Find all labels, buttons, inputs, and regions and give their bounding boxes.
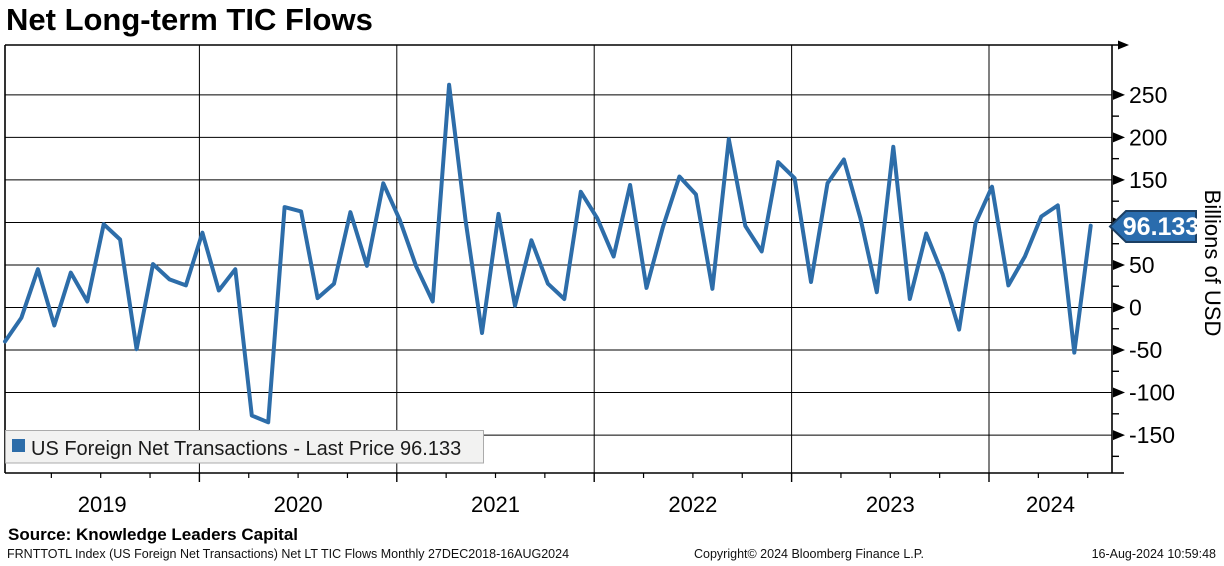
y-tick-arrow-icon bbox=[1113, 174, 1125, 185]
legend-swatch-icon bbox=[12, 439, 25, 452]
footer: FRNTTOTL Index (US Foreign Net Transacti… bbox=[0, 547, 1224, 565]
y-tick-arrow-icon bbox=[1113, 132, 1125, 143]
y-tick-arrow-icon bbox=[1113, 89, 1125, 100]
x-year-label: 2023 bbox=[866, 492, 915, 517]
grid-layer bbox=[5, 45, 1112, 473]
y-tick-arrow-icon bbox=[1113, 302, 1125, 313]
data-line bbox=[3, 82, 1093, 425]
x-year-label: 2022 bbox=[668, 492, 717, 517]
x-year-label: 2019 bbox=[78, 492, 127, 517]
last-price-badge-shape bbox=[1108, 210, 1197, 243]
legend-box bbox=[5, 430, 484, 464]
footer-timestamp: 16-Aug-2024 10:59:48 bbox=[1091, 547, 1216, 561]
x-year-label: 2020 bbox=[274, 492, 323, 517]
y-tick-label: -50 bbox=[1129, 337, 1162, 363]
last-price-value: 96.133 bbox=[1123, 213, 1199, 241]
top-spine-arrow-icon bbox=[1118, 40, 1129, 50]
y-tick-arrow-icon bbox=[1113, 387, 1125, 398]
legend-label: US Foreign Net Transactions - Last Price… bbox=[31, 438, 461, 460]
y-tick-label: 0 bbox=[1129, 295, 1142, 321]
source-line: Source: Knowledge Leaders Capital bbox=[8, 525, 299, 544]
y-tick-arrow-icon bbox=[1113, 430, 1125, 441]
footer-ticker-info: FRNTTOTL Index (US Foreign Net Transacti… bbox=[7, 547, 570, 561]
axis-layer: 250 200 150 50 0 -50 -100 -150 2019 2020 2021 2022 2… bbox=[4, 40, 1175, 517]
y-axis-title: Billions of USD bbox=[1200, 190, 1224, 337]
last-price-badge: 96.133 bbox=[1108, 210, 1199, 243]
x-year-label: 2024 bbox=[1026, 492, 1075, 517]
legend: US Foreign Net Transactions - Last Price… bbox=[5, 430, 484, 464]
y-tick-label: -150 bbox=[1129, 422, 1175, 448]
y-tick-label: 150 bbox=[1129, 167, 1167, 193]
series-layer bbox=[3, 82, 1093, 425]
x-year-label: 2021 bbox=[471, 492, 520, 517]
y-tick-label: 250 bbox=[1129, 82, 1167, 108]
y-tick-arrow-icon bbox=[1113, 259, 1125, 270]
y-tick-label: -100 bbox=[1129, 380, 1175, 406]
chart-title: Net Long-term TIC Flows bbox=[6, 2, 373, 37]
footer-copyright: Copyright© 2024 Bloomberg Finance L.P. bbox=[694, 547, 924, 561]
y-tick-arrow-icon bbox=[1113, 345, 1125, 356]
y-tick-label: 50 bbox=[1129, 252, 1155, 278]
tic-flows-chart: 250 200 150 50 0 -50 -100 -150 2019 2020 2021 2022 2… bbox=[3, 40, 1224, 517]
y-tick-label: 200 bbox=[1129, 124, 1167, 150]
